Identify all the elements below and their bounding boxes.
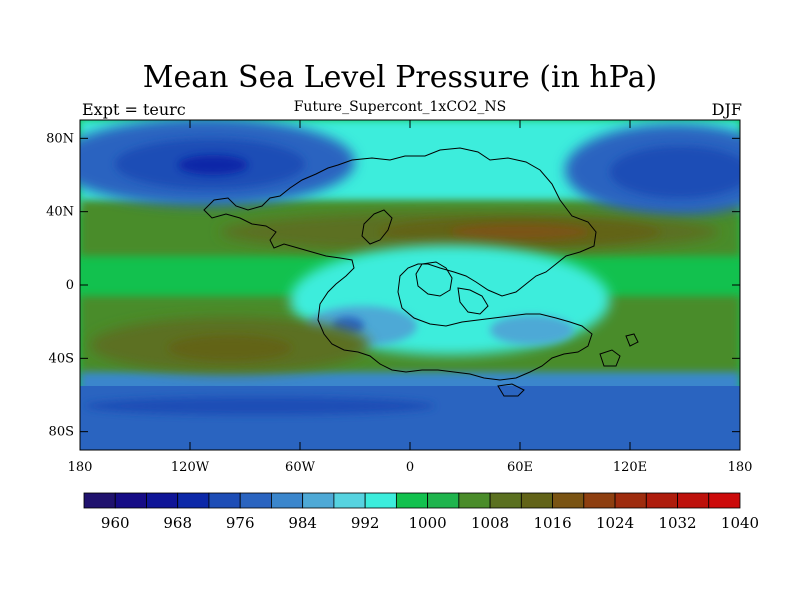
colorbar-swatch [489, 492, 522, 509]
colorbar-label: 1032 [658, 514, 696, 532]
longitude-axis: 180 120W 60W 0 60E 120E 180 [68, 120, 753, 475]
experiment-label: Expt = teurc [82, 100, 186, 119]
colorbar-swatch [645, 492, 678, 509]
colorbar-label: 1008 [471, 514, 509, 532]
colorbar-swatch [239, 492, 272, 509]
colorbar-swatch [458, 492, 491, 509]
colorbar-swatch [271, 492, 304, 509]
colorbar-label: 992 [351, 514, 380, 532]
colorbar-swatch [333, 492, 366, 509]
colorbar-swatch [83, 492, 116, 509]
colorbar-label: 984 [288, 514, 317, 532]
lon-tick-label: 0 [406, 460, 414, 475]
lon-tick-label: 120E [613, 460, 647, 475]
colorbar-swatch [708, 492, 741, 509]
lat-tick-label: 80S [49, 425, 74, 440]
colorbar-label: 968 [163, 514, 192, 532]
colorbar-swatch [427, 492, 460, 509]
colorbar-swatch [146, 492, 179, 509]
colorbar-swatch [177, 492, 210, 509]
lat-tick-label: 40S [49, 351, 74, 366]
season-label: DJF [711, 100, 742, 119]
colorbar: 960 968 976 984 992 1000 1008 1016 1024 1032 1040 [83, 492, 759, 532]
map-title: Mean Sea Level Pressure (in hPa) [142, 60, 658, 95]
lon-tick-label: 180 [728, 460, 753, 475]
latitude-axis: 80N 40N 0 40S 80S [46, 131, 740, 440]
colorbar-label: 976 [226, 514, 255, 532]
lon-tick-label: 180 [68, 460, 93, 475]
colorbar-swatch [395, 492, 429, 509]
colorbar-swatch [208, 492, 241, 509]
lat-tick-label: 40N [46, 205, 74, 220]
colorbar-label: 1016 [533, 514, 571, 532]
colorbar-swatch [583, 492, 616, 509]
continent-outline [203, 147, 639, 397]
colorbar-swatch [302, 492, 335, 509]
colorbar-label: 1024 [596, 514, 634, 532]
colorbar-label: 1040 [721, 514, 759, 532]
map-subtitle: Future_Supercont_1xCO2_NS [293, 99, 507, 115]
colorbar-swatch [614, 492, 647, 509]
lat-tick-label: 0 [66, 278, 74, 293]
pressure-field [80, 120, 740, 450]
lon-tick-label: 60W [285, 460, 316, 475]
colorbar-swatch [520, 492, 553, 509]
lat-tick-label: 80N [46, 131, 74, 146]
colorbar-label: 960 [101, 514, 130, 532]
lon-tick-label: 60E [507, 460, 533, 475]
lon-tick-label: 120W [171, 460, 210, 475]
colorbar-swatch [552, 492, 585, 509]
colorbar-swatch [114, 492, 147, 509]
colorbar-swatch [364, 492, 397, 509]
colorbar-label: 1000 [409, 514, 447, 532]
colorbar-swatch [677, 492, 710, 509]
